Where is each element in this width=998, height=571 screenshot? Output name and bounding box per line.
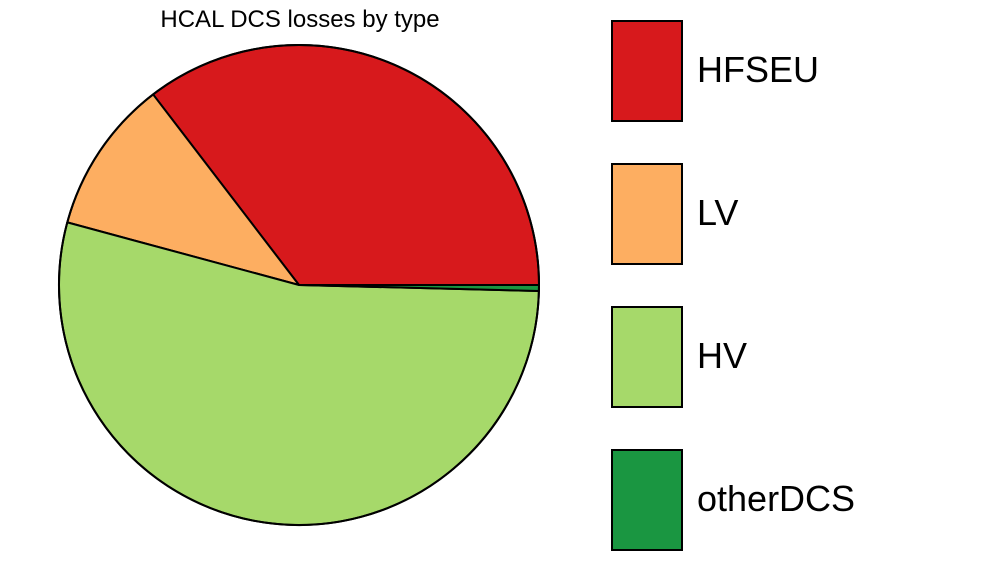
legend-swatch-otherdcs bbox=[611, 449, 683, 551]
legend-swatch-hfseu bbox=[611, 20, 683, 122]
legend-label-lv: LV bbox=[697, 192, 739, 233]
legend-item-hv: HV bbox=[611, 306, 991, 408]
pie-chart bbox=[57, 44, 540, 527]
legend-item-hfseu: HFSEU bbox=[611, 20, 991, 122]
pie-outline bbox=[58, 44, 540, 526]
legend-item-otherdcs: otherDCS bbox=[611, 449, 991, 551]
legend-label-hv: HV bbox=[697, 335, 748, 376]
legend-label-otherdcs: otherDCS bbox=[697, 478, 856, 519]
legend-swatch-hv bbox=[611, 306, 683, 408]
legend-item-lv: LV bbox=[611, 163, 991, 265]
legend-swatch-lv bbox=[611, 163, 683, 265]
legend-label-hfseu: HFSEU bbox=[697, 49, 820, 90]
chart-title: HCAL DCS losses by type bbox=[160, 6, 440, 33]
